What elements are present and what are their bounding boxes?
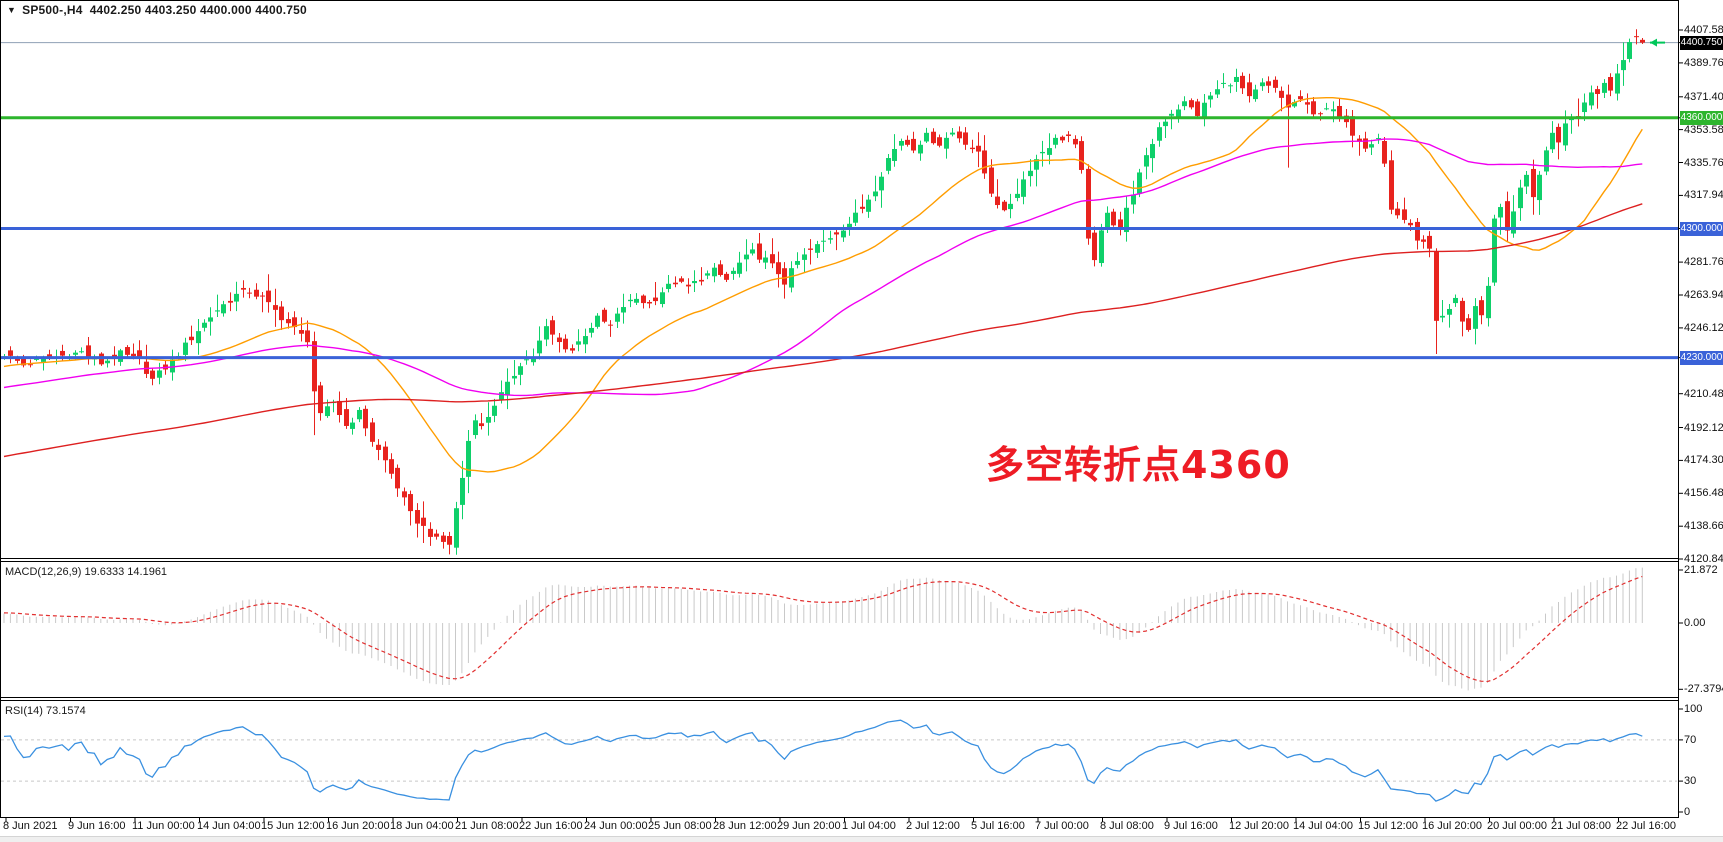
pane-frames xyxy=(0,0,1679,818)
rsi-tick-label: 0 xyxy=(1684,806,1691,818)
price-badge: 4400.750 xyxy=(1680,35,1723,50)
time-label: 21 Jun 08:00 xyxy=(455,820,519,832)
chart-menu-arrow-icon[interactable]: ▼ xyxy=(7,5,17,15)
price-tick-label: 4281.760 xyxy=(1684,256,1723,269)
price-arrow-icon xyxy=(1650,38,1665,47)
price-tick-label: 4389.760 xyxy=(1684,56,1723,69)
macd-tick-label: -27.3794 xyxy=(1684,683,1723,696)
time-label: 22 Jun 16:00 xyxy=(519,820,583,832)
rsi-indicator-label: RSI(14) 73.1574 xyxy=(5,705,86,717)
price-tick-label: 4263.940 xyxy=(1684,289,1723,301)
price-tick-label: 4138.660 xyxy=(1684,520,1723,533)
macd-indicator-label: MACD(12,26,9) 19.6333 14.1961 xyxy=(5,566,168,578)
rsi-tick-label: 100 xyxy=(1684,703,1703,715)
price-badge: 4230.000 xyxy=(1680,350,1723,365)
chart-title: ▼ SP500-,H4 4402.250 4403.250 4400.000 44… xyxy=(7,3,307,17)
time-label: 2 Jul 12:00 xyxy=(906,820,960,832)
price-tick-label: 4156.480 xyxy=(1684,487,1723,500)
time-label: 9 Jul 16:00 xyxy=(1164,820,1218,832)
price-tick-label: 4210.480 xyxy=(1684,387,1723,400)
time-label: 14 Jun 04:00 xyxy=(197,820,261,832)
rsi-layer xyxy=(1,719,1677,802)
price-tick-label: 4120.840 xyxy=(1684,553,1723,565)
time-label: 5 Jul 16:00 xyxy=(971,820,1025,832)
candles-layer xyxy=(2,29,1645,555)
price-tick-label: 4371.400 xyxy=(1684,90,1723,103)
price-badge: 4300.000 xyxy=(1680,221,1723,236)
price-tick-label: 4317.940 xyxy=(1684,189,1723,202)
price-tick-label: 4335.760 xyxy=(1684,156,1723,169)
time-label: 18 Jun 04:00 xyxy=(390,820,454,832)
time-label: 20 Jul 00:00 xyxy=(1487,820,1547,832)
time-label: 28 Jun 12:00 xyxy=(713,820,777,832)
time-label: 25 Jun 08:00 xyxy=(648,820,712,832)
hlines-layer[interactable] xyxy=(1,116,1678,360)
time-label: 22 Jul 16:00 xyxy=(1616,820,1676,832)
price-badge: 4360.000 xyxy=(1680,110,1723,125)
ohlc-values-label: 4402.250 4403.250 4400.000 4400.750 xyxy=(89,3,307,17)
moving-averages-layer xyxy=(3,96,1643,473)
time-label: 8 Jun 2021 xyxy=(3,820,58,832)
bottom-strip xyxy=(0,836,1723,842)
time-label: 24 Jun 00:00 xyxy=(584,820,648,832)
rsi-tick-label: 30 xyxy=(1684,775,1697,788)
time-label: 9 Jun 16:00 xyxy=(68,820,126,832)
time-label: 7 Jul 00:00 xyxy=(1035,820,1089,832)
symbol-timeframe-label: SP500-,H4 xyxy=(22,3,83,17)
time-label: 16 Jun 20:00 xyxy=(326,820,390,832)
time-label: 14 Jul 04:00 xyxy=(1293,820,1353,832)
price-tick-label: 4192.120 xyxy=(1684,421,1723,434)
price-tick-label: 4353.580 xyxy=(1684,123,1723,136)
time-label: 12 Jul 20:00 xyxy=(1229,820,1289,832)
rsi-tick-label: 70 xyxy=(1684,733,1697,746)
time-label: 8 Jul 08:00 xyxy=(1100,820,1154,832)
time-label: 15 Jul 12:00 xyxy=(1358,820,1418,832)
price-tick-label: 4174.300 xyxy=(1684,454,1723,467)
macd-tick-label: 0.00 xyxy=(1684,617,1706,629)
annotation-text[interactable]: 多空转折点4360 xyxy=(986,443,1291,487)
time-label: 1 Jul 04:00 xyxy=(842,820,896,832)
axis-ticks xyxy=(5,29,1683,822)
macd-layer xyxy=(3,567,1643,691)
time-label: 16 Jul 20:00 xyxy=(1422,820,1482,832)
time-label: 11 Jun 00:00 xyxy=(132,820,195,832)
time-label: 29 Jun 20:00 xyxy=(777,820,841,832)
price-tick-label: 4407.580 xyxy=(1684,24,1723,36)
time-label: 21 Jul 08:00 xyxy=(1551,820,1611,832)
price-tick-label: 4246.120 xyxy=(1684,321,1723,334)
macd-tick-label: 21.872 xyxy=(1684,564,1718,576)
time-label: 15 Jun 12:00 xyxy=(261,820,325,832)
